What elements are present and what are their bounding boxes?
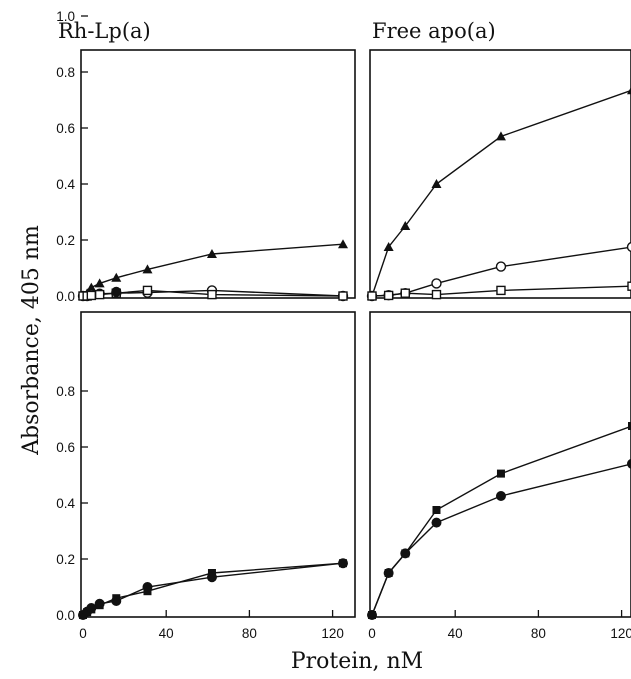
data-point <box>496 469 505 478</box>
data-point <box>383 290 394 301</box>
data-point <box>142 285 153 296</box>
panel-frame <box>80 311 356 618</box>
panel-2: 0.0 0.2 0.4 0.6 0.8 0 40 80 120 <box>56 311 356 641</box>
series-line <box>371 425 631 616</box>
column-title-free-apoa: Free apo(a) <box>372 19 496 43</box>
data-point <box>496 285 506 296</box>
y-tick-label: 0.8 <box>56 65 75 80</box>
series-filled-triangle <box>367 86 631 300</box>
data-point <box>400 221 411 230</box>
data-point <box>86 290 97 301</box>
y-tick-label: 0.2 <box>56 552 75 567</box>
data-point <box>627 458 631 469</box>
panel-0: 0.0 0.2 0.4 0.6 0.8 1.0 <box>56 9 356 304</box>
panel-frame <box>369 311 631 618</box>
x-tick-label: 80 <box>242 626 257 641</box>
data-point <box>111 272 122 282</box>
series-open-square <box>78 285 348 301</box>
panel-frame <box>369 49 631 299</box>
y-tick-label: 0.8 <box>56 384 75 399</box>
data-point <box>627 86 631 95</box>
data-point <box>206 249 217 258</box>
data-point <box>94 598 105 609</box>
data-point <box>338 239 348 249</box>
x-tick-label: 40 <box>159 626 174 641</box>
column-title-rh-lpa: Rh-Lp(a) <box>58 19 151 43</box>
data-point <box>111 596 122 606</box>
x-tick-label: 120 <box>610 626 631 641</box>
data-point <box>495 491 506 501</box>
data-point <box>626 241 631 253</box>
data-point <box>495 261 507 272</box>
y-axis-title: Absorbance, 405 nm <box>19 225 44 456</box>
x-tick-label: 0 <box>368 626 376 641</box>
data-point <box>94 278 105 288</box>
data-point <box>383 242 394 251</box>
data-point <box>627 281 631 291</box>
y-tick-label: 0.2 <box>56 233 75 248</box>
x-axis-title: Protein, nM <box>291 649 423 674</box>
x-tick-label: 80 <box>531 626 546 641</box>
series-open-square <box>367 281 631 301</box>
x-tick-label: 120 <box>321 626 344 641</box>
data-point <box>383 568 394 578</box>
y-tick-label: 0.0 <box>56 608 75 623</box>
data-point <box>431 289 442 300</box>
series-filled-circle <box>367 458 631 620</box>
data-point <box>367 291 377 301</box>
data-point <box>431 278 442 289</box>
data-point <box>432 506 441 514</box>
series-line <box>371 463 631 616</box>
y-tick-label: 0.4 <box>56 177 75 192</box>
data-point <box>142 264 153 274</box>
y-tick-label: 0.6 <box>56 440 75 455</box>
x-tick-label: 40 <box>448 626 463 641</box>
y-tick-label: 1.0 <box>56 9 75 24</box>
data-point <box>431 179 442 188</box>
series-line <box>371 89 631 297</box>
data-point <box>628 422 631 430</box>
series-filled-square <box>79 559 347 619</box>
series-filled-circle <box>78 558 348 620</box>
data-point <box>495 131 506 141</box>
data-point <box>86 282 97 292</box>
y-tick-label: 0.6 <box>56 121 75 136</box>
data-point <box>207 289 217 300</box>
panel-frame <box>80 49 356 299</box>
data-point <box>94 289 105 300</box>
data-point <box>206 572 217 583</box>
data-point <box>111 286 122 297</box>
data-point <box>338 558 348 569</box>
panels-group: 0.0 0.2 0.4 0.6 0.8 1.0 0.0 0.2 0.4 0.6 0.8 0 40 80 12… <box>56 9 631 641</box>
data-point <box>367 610 377 620</box>
data-point <box>338 291 348 301</box>
x-tick-label: 0 <box>79 626 87 641</box>
data-point <box>431 517 442 528</box>
y-tick-label: 0.4 <box>56 496 75 511</box>
data-point <box>86 603 97 613</box>
panel-1 <box>366 49 631 302</box>
data-point <box>142 582 153 592</box>
series-filled-circle <box>111 286 122 297</box>
data-point <box>400 288 410 298</box>
y-tick-label: 0.0 <box>56 289 75 304</box>
data-point <box>400 548 411 559</box>
panel-3: 0 40 80 120 <box>367 311 631 641</box>
series-filled-square <box>368 422 631 619</box>
